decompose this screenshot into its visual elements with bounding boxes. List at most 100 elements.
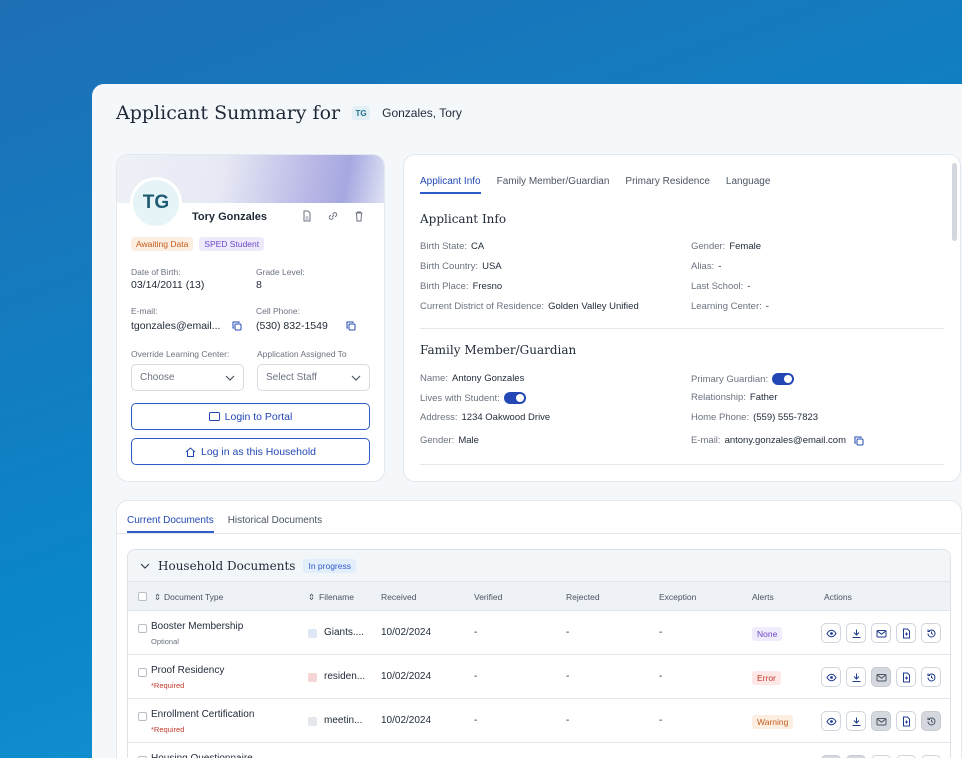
filename-link[interactable]: meetin... bbox=[324, 715, 363, 726]
relationship: Relationship: Father bbox=[691, 392, 778, 403]
copy-icon[interactable] bbox=[232, 321, 242, 331]
dob-value: 03/14/2011 (13) bbox=[131, 279, 205, 291]
filename-link[interactable]: residen... bbox=[324, 671, 366, 682]
eye-icon bbox=[825, 629, 837, 637]
primary-guardian-toggle[interactable] bbox=[772, 373, 795, 385]
household-documents-group: Household Documents In progress ⇕ Docume… bbox=[127, 549, 951, 758]
col-received: Received bbox=[381, 592, 417, 602]
status-tags: Awaiting Data SPED Student bbox=[131, 237, 265, 251]
view-button[interactable] bbox=[821, 711, 841, 731]
status-badge: Awaiting Data bbox=[131, 237, 194, 251]
file-icon bbox=[308, 629, 317, 638]
divider bbox=[117, 533, 961, 534]
learning-center-select[interactable]: Choose bbox=[131, 364, 244, 391]
email-button[interactable] bbox=[871, 711, 891, 731]
email-value: tgonzales@email... bbox=[131, 320, 221, 332]
tab-family-member[interactable]: Family Member/Guardian bbox=[496, 176, 610, 187]
last-school: Last School: - bbox=[691, 281, 751, 292]
tab-historical-documents[interactable]: Historical Documents bbox=[227, 515, 323, 526]
col-filename[interactable]: Filename bbox=[319, 592, 354, 602]
document-tabs: Current Documents Historical Documents bbox=[127, 515, 322, 533]
birth-state: Birth State: CA bbox=[420, 241, 485, 252]
row-actions bbox=[821, 667, 941, 687]
tab-primary-residence[interactable]: Primary Residence bbox=[625, 176, 710, 187]
login-portal-button[interactable]: Login to Portal bbox=[131, 403, 370, 430]
learning-center: Learning Center: - bbox=[691, 301, 769, 312]
staff-select[interactable]: Select Staff bbox=[257, 364, 370, 391]
email-button[interactable] bbox=[871, 623, 891, 643]
table-row[interactable]: Housing Questionnaire bbox=[128, 743, 950, 758]
eye-icon bbox=[825, 717, 837, 725]
exception: - bbox=[659, 671, 663, 682]
history-button[interactable] bbox=[921, 667, 941, 687]
received-date: 10/02/2024 bbox=[381, 715, 432, 726]
birth-country: Birth Country: USA bbox=[420, 261, 502, 272]
table-row[interactable]: Enrollment Certification *Required meeti… bbox=[128, 699, 950, 743]
phone-label: Cell Phone: bbox=[256, 306, 300, 316]
document-type: Enrollment Certification bbox=[151, 709, 255, 720]
col-document-type[interactable]: Document Type bbox=[164, 592, 224, 602]
col-alerts: Alerts bbox=[752, 592, 774, 602]
app-window: Applicant Summary for TG Gonzales, Tory … bbox=[92, 84, 962, 758]
row-checkbox[interactable] bbox=[138, 756, 147, 758]
document-type: Housing Questionnaire bbox=[151, 753, 253, 758]
document-button[interactable] bbox=[896, 711, 916, 731]
table-row[interactable]: Proof Residency *Required residen... 10/… bbox=[128, 655, 950, 699]
col-exception: Exception bbox=[659, 592, 697, 602]
document-type: Booster Membership bbox=[151, 621, 244, 632]
select-all-checkbox[interactable] bbox=[138, 592, 147, 601]
lives-with-student: Lives with Student: bbox=[420, 392, 526, 404]
login-portal-label: Login to Portal bbox=[224, 410, 293, 423]
rejected: - bbox=[566, 715, 570, 726]
applicant-initials-badge: TG bbox=[352, 106, 371, 120]
document-note: *Required bbox=[151, 725, 185, 734]
file-icon[interactable] bbox=[301, 210, 313, 222]
group-title: Household Documents bbox=[158, 558, 296, 573]
document-add-icon bbox=[902, 672, 910, 682]
table-row[interactable]: Booster Membership Optional Giants.... 1… bbox=[128, 611, 950, 655]
email-label: E-mail: bbox=[131, 306, 158, 316]
select-value: Select Staff bbox=[266, 372, 317, 383]
row-checkbox[interactable] bbox=[138, 712, 147, 721]
sort-icon[interactable]: ⇕ bbox=[154, 592, 162, 602]
alert-badge: Error bbox=[752, 671, 781, 685]
col-actions: Actions bbox=[824, 592, 852, 602]
download-icon bbox=[852, 629, 860, 638]
document-button[interactable] bbox=[896, 667, 916, 687]
login-household-label: Log in as this Household bbox=[201, 445, 316, 458]
email-button[interactable] bbox=[871, 667, 891, 687]
document-button[interactable] bbox=[896, 623, 916, 643]
download-button[interactable] bbox=[846, 623, 866, 643]
divider bbox=[420, 464, 944, 465]
mail-icon bbox=[876, 717, 886, 725]
verified: - bbox=[474, 627, 478, 638]
filename-link[interactable]: Giants.... bbox=[324, 627, 365, 638]
history-button[interactable] bbox=[921, 623, 941, 643]
monitor-icon bbox=[208, 412, 220, 421]
chevron-down-icon[interactable] bbox=[140, 563, 150, 569]
link-icon[interactable] bbox=[327, 210, 339, 222]
tab-language[interactable]: Language bbox=[725, 176, 771, 187]
history-button[interactable] bbox=[921, 711, 941, 731]
row-checkbox[interactable] bbox=[138, 624, 147, 633]
override-label: Override Learning Center: bbox=[131, 349, 230, 359]
download-button[interactable] bbox=[846, 667, 866, 687]
applicant-info-card: Applicant Info Family Member/Guardian Pr… bbox=[403, 154, 961, 482]
verified: - bbox=[474, 671, 478, 682]
avatar: TG bbox=[130, 177, 182, 229]
copy-icon[interactable] bbox=[854, 436, 864, 446]
documents-card: Current Documents Historical Documents H… bbox=[116, 500, 962, 758]
view-button[interactable] bbox=[821, 623, 841, 643]
sort-icon[interactable]: ⇕ bbox=[308, 592, 316, 602]
view-button[interactable] bbox=[821, 667, 841, 687]
login-household-button[interactable]: Log in as this Household bbox=[131, 438, 370, 465]
copy-icon[interactable] bbox=[346, 321, 356, 331]
trash-icon[interactable] bbox=[353, 210, 365, 222]
scrollbar[interactable] bbox=[952, 163, 957, 241]
download-button[interactable] bbox=[846, 711, 866, 731]
tab-applicant-info[interactable]: Applicant Info bbox=[420, 176, 481, 194]
tab-current-documents[interactable]: Current Documents bbox=[127, 515, 214, 533]
group-header[interactable]: Household Documents In progress bbox=[128, 550, 950, 581]
row-checkbox[interactable] bbox=[138, 668, 147, 677]
lives-with-student-toggle[interactable] bbox=[503, 392, 526, 404]
